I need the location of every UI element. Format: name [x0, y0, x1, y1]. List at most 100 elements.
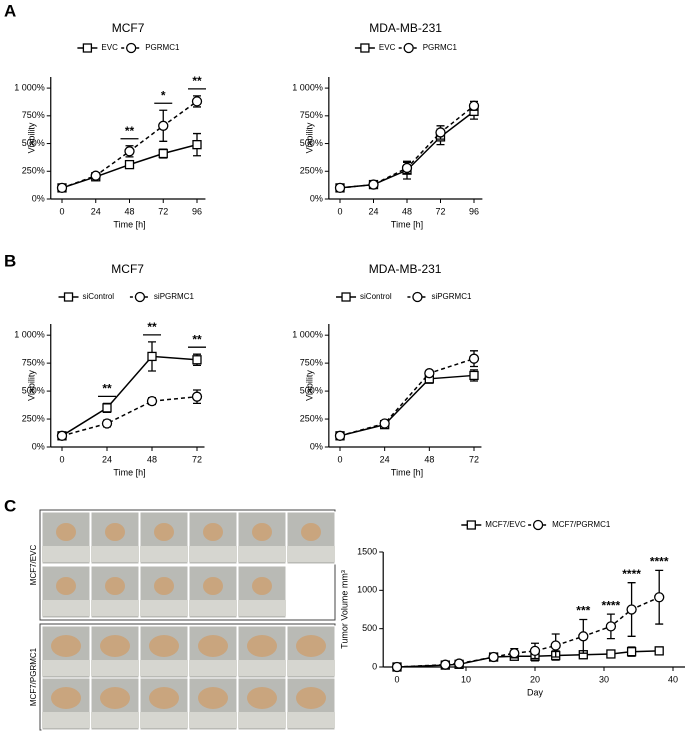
annotation: ** [125, 124, 135, 138]
chart-title: MDA-MB-231 [369, 262, 442, 276]
legend-marker [82, 43, 93, 53]
x-tick-label: 72 [469, 454, 479, 464]
x-tick-label: 24 [380, 454, 390, 464]
marker-circle [379, 418, 390, 429]
x-tick-label: 96 [192, 206, 202, 216]
ruler [287, 546, 335, 562]
y-tick-label: 1 000% [14, 330, 45, 340]
marker-circle [626, 604, 637, 615]
y-tick-label: 1 000% [292, 330, 323, 340]
ruler [42, 600, 90, 616]
marker-circle [124, 146, 135, 157]
tumor [247, 635, 277, 657]
ruler [140, 600, 188, 616]
ruler [42, 546, 90, 562]
marker-circle [56, 182, 68, 194]
ruler [238, 712, 286, 728]
annotation: ** [147, 320, 157, 334]
marker-circle [605, 621, 617, 632]
ruler [189, 600, 237, 616]
panel-letter: C [4, 496, 16, 515]
tumor [301, 523, 321, 541]
marker-circle [488, 651, 499, 663]
ruler [189, 712, 237, 728]
x-tick-label: 72 [192, 454, 202, 464]
y-tick-label: 500% [22, 385, 45, 395]
y-axis-label: Tumor Volume mm³ [339, 570, 349, 649]
marker-circle [334, 182, 346, 194]
legend-marker [532, 519, 544, 531]
y-tick-label: 250% [22, 166, 45, 176]
legend-marker [360, 43, 370, 53]
legend-label: siPGRMC1 [431, 292, 472, 301]
legend-marker [134, 291, 146, 303]
y-tick-label: 1000 [357, 585, 377, 595]
marker-circle [529, 645, 541, 657]
legend-marker [126, 42, 137, 54]
annotation: **** [650, 555, 669, 569]
ruler [140, 546, 188, 562]
y-tick-label: 500% [300, 385, 323, 395]
y-tick-label: 250% [22, 413, 45, 423]
annotation: ** [192, 332, 202, 346]
marker-square [158, 148, 168, 159]
x-tick-label: 48 [147, 454, 157, 464]
x-tick-label: 24 [91, 206, 101, 216]
tumor [100, 635, 130, 657]
x-tick-label: 24 [368, 206, 378, 216]
y-tick-label: 750% [300, 358, 323, 368]
ruler [140, 712, 188, 728]
x-tick-label: 48 [424, 454, 434, 464]
tumor [56, 577, 76, 595]
x-tick-label: 48 [124, 206, 134, 216]
x-tick-label: 0 [337, 206, 342, 216]
y-tick-label: 250% [300, 413, 323, 423]
marker-square [192, 140, 202, 150]
marker-circle [440, 659, 451, 670]
photo-row-label: MCF7/PGRMC1 [29, 647, 38, 706]
tumor [154, 523, 174, 541]
annotation: *** [576, 604, 590, 618]
tumor [154, 577, 174, 595]
y-tick-label: 500 [362, 623, 377, 633]
y-tick-label: 750% [300, 110, 323, 120]
legend-label: MCF7/PGRMC1 [552, 520, 611, 529]
x-tick-label: 0 [59, 454, 64, 464]
series-line [339, 374, 475, 437]
marker-circle [158, 120, 169, 131]
marker-circle [334, 430, 346, 441]
tumor [198, 687, 228, 709]
series-line [61, 100, 198, 189]
y-tick-label: 1500 [357, 546, 377, 556]
marker-square [654, 646, 664, 656]
series-line [61, 355, 198, 437]
marker-circle [401, 162, 413, 174]
y-tick-label: 1 000% [14, 82, 45, 92]
ruler [140, 660, 188, 676]
annotation: ** [192, 74, 202, 88]
tumor [296, 635, 326, 657]
y-tick-label: 0% [310, 193, 323, 203]
marker-circle [578, 631, 589, 642]
tumor [100, 687, 130, 709]
x-axis-label: Time [h] [391, 219, 423, 229]
annotation: * [161, 88, 166, 102]
tumor [198, 635, 228, 657]
marker-circle [550, 640, 561, 651]
photo-panel [39, 509, 336, 731]
y-axis-label: Viability [26, 370, 36, 401]
marker-square [124, 159, 135, 170]
chart-title: MDA-MB-231 [369, 21, 442, 35]
tumor [51, 635, 81, 657]
photo-row-label: MCF7/EVC [29, 545, 38, 586]
series-line [396, 650, 660, 668]
ruler [189, 546, 237, 562]
panel-letter: A [4, 1, 16, 20]
tumor [252, 577, 272, 595]
annotation: **** [622, 567, 641, 581]
y-tick-label: 1 000% [292, 82, 323, 92]
x-tick-label: 30 [599, 674, 609, 684]
x-tick-label: 24 [102, 454, 112, 464]
x-axis-label: Time [h] [113, 467, 145, 477]
